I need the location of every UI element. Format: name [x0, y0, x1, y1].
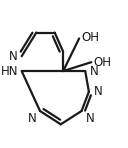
- Text: OH: OH: [93, 56, 111, 69]
- Text: N: N: [9, 50, 18, 63]
- Text: HN: HN: [1, 65, 18, 78]
- Text: N: N: [86, 112, 94, 125]
- Text: N: N: [89, 65, 98, 78]
- Text: N: N: [28, 112, 37, 125]
- Text: N: N: [94, 85, 103, 98]
- Text: OH: OH: [81, 30, 99, 44]
